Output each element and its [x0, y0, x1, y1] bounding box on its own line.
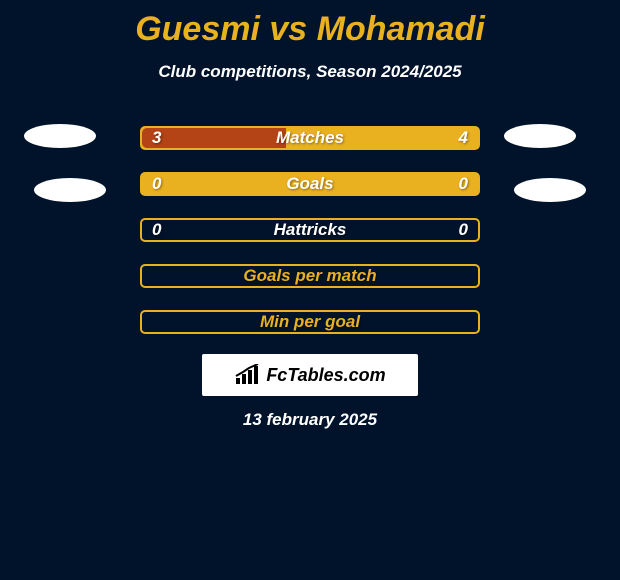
page-title: Guesmi vs Mohamadi — [0, 10, 620, 49]
stat-label: Matches — [276, 128, 344, 148]
snapshot-date: 13 february 2025 — [0, 410, 620, 430]
stat-label: Goals per match — [243, 266, 376, 286]
stat-row: Goals 0 0 — [140, 172, 480, 196]
stat-right-value: 0 — [459, 220, 468, 240]
bar-chart-icon — [234, 364, 260, 386]
infographic-canvas: Guesmi vs Mohamadi Club competitions, Se… — [0, 0, 620, 580]
season-subtitle: Club competitions, Season 2024/2025 — [0, 62, 620, 82]
stat-fill — [142, 128, 286, 148]
stat-right-value: 4 — [459, 128, 468, 148]
player-right-avatar — [504, 124, 576, 148]
stat-left-value: 0 — [152, 220, 161, 240]
player-right-avatar-2 — [514, 178, 586, 202]
stat-row: Min per goal — [140, 310, 480, 334]
stat-label: Hattricks — [274, 220, 347, 240]
stat-row: Hattricks 0 0 — [140, 218, 480, 242]
stat-label: Goals — [286, 174, 333, 194]
stat-row: Goals per match — [140, 264, 480, 288]
stat-left-value: 3 — [152, 128, 161, 148]
player-left-avatar-2 — [34, 178, 106, 202]
fctables-brand: FcTables.com — [202, 354, 418, 396]
stat-right-value: 0 — [459, 174, 468, 194]
stat-left-value: 0 — [152, 174, 161, 194]
brand-text: FcTables.com — [266, 365, 385, 386]
stat-row: Matches 3 4 — [140, 126, 480, 150]
stat-label: Min per goal — [260, 312, 360, 332]
player-left-avatar — [24, 124, 96, 148]
